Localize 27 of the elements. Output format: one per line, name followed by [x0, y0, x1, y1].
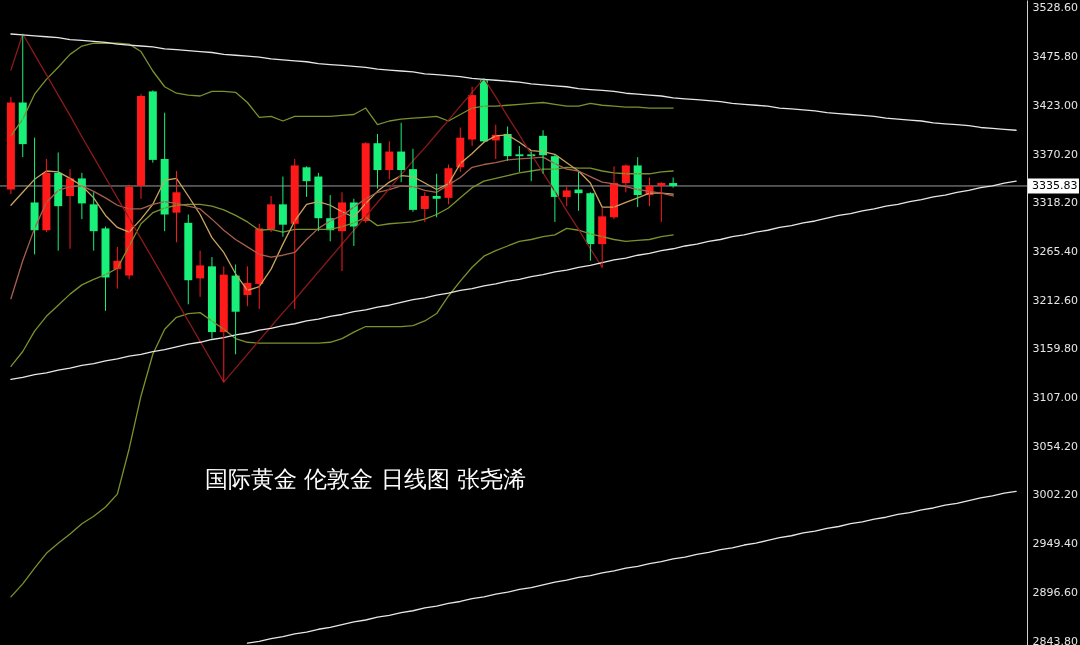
y-tick-label: 2949.40 — [1032, 537, 1078, 551]
line-series — [10, 166, 674, 367]
y-tick-label: 3159.80 — [1032, 342, 1078, 356]
y-tick-label: 3475.80 — [1032, 49, 1078, 63]
ref-line-label: 3335.83 — [1032, 178, 1078, 192]
y-tick-label: 3318.20 — [1032, 195, 1078, 209]
line-series — [10, 33, 603, 383]
candlestick — [432, 173, 441, 218]
y-tick-label: 2896.60 — [1032, 586, 1078, 600]
y-tick-label: 3370.20 — [1032, 147, 1078, 161]
y-tick-label: 2843.80 — [1032, 634, 1078, 645]
candlestick — [657, 181, 666, 223]
y-tick-label: 3002.20 — [1032, 488, 1078, 502]
line-series — [10, 33, 1017, 131]
y-tick-label: 3265.40 — [1032, 244, 1078, 258]
y-tick-label: 3212.60 — [1032, 293, 1078, 307]
y-tick-label: 3423.00 — [1032, 98, 1078, 112]
y-tick-label: 3528.60 — [1032, 1, 1078, 14]
line-series — [10, 42, 674, 137]
line-series — [246, 490, 1017, 644]
annotation: 国际黄金 伦敦金 日线图 张尧浠 — [205, 466, 526, 492]
y-tick-label: 3054.20 — [1032, 440, 1078, 454]
line-series — [10, 227, 674, 598]
candlestick — [562, 186, 571, 207]
candlestick — [515, 145, 524, 173]
y-tick-label: 3107.00 — [1032, 391, 1078, 405]
line-series — [10, 180, 1017, 380]
